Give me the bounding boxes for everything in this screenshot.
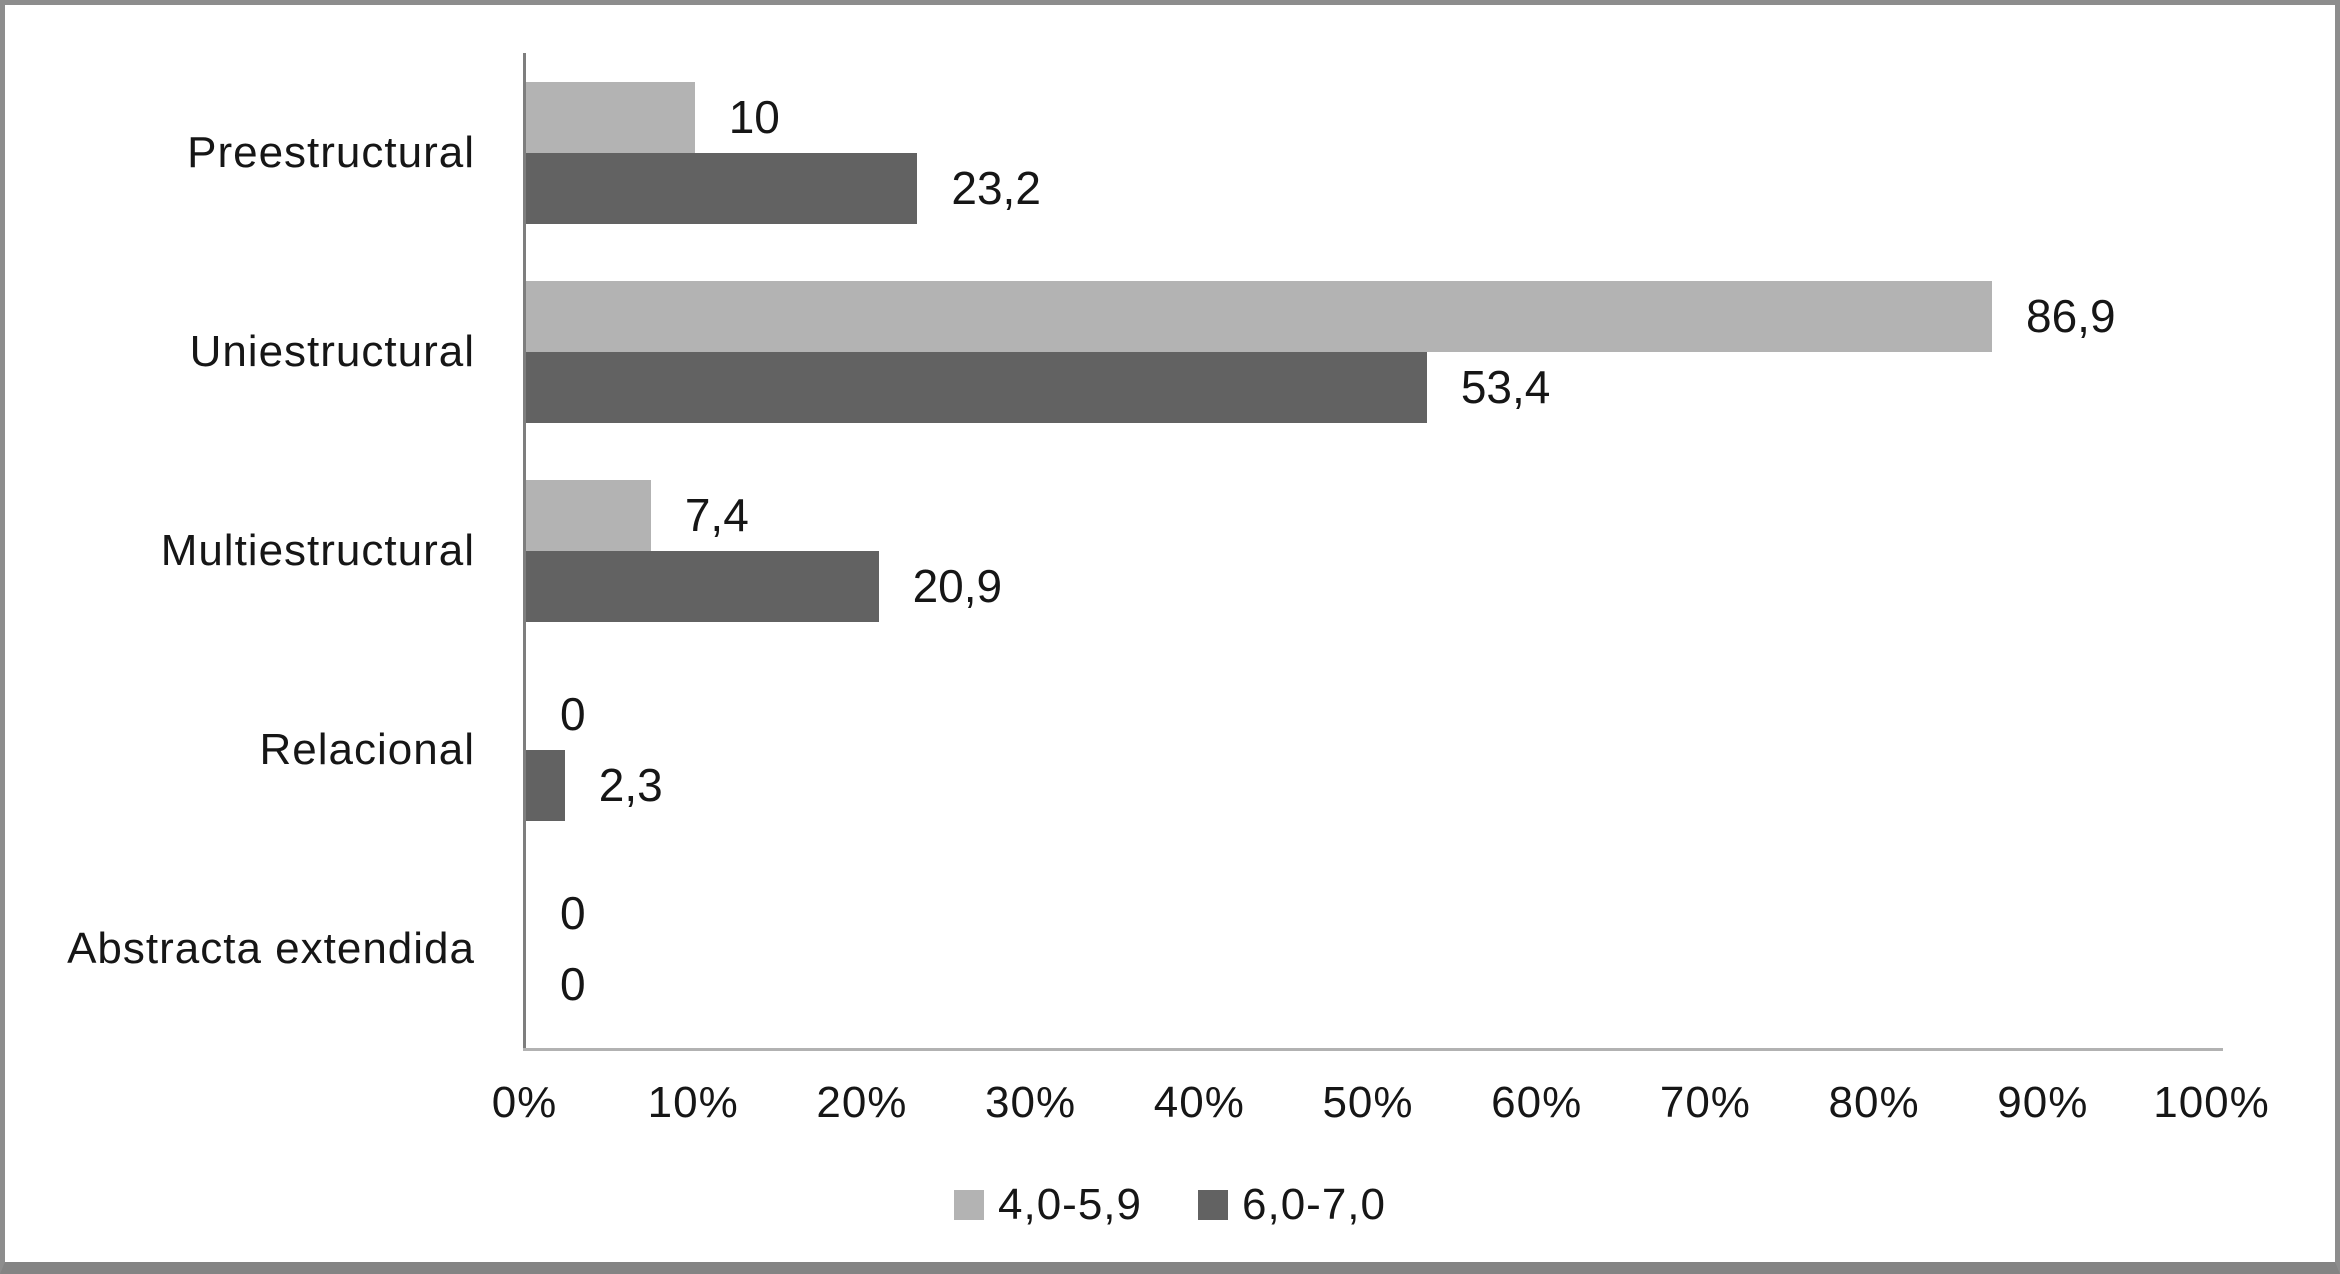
x-tick-label-60: 60% — [1491, 1078, 1583, 1127]
x-tick-label-40: 40% — [1153, 1078, 1245, 1127]
bar-value-label: 7,4 — [684, 489, 749, 541]
legend-label: 6,0-7,0 — [1242, 1180, 1386, 1229]
x-tick-label-80: 80% — [1828, 1078, 1920, 1127]
bar-4-0-5-9 — [526, 81, 695, 153]
x-axis-line — [523, 1048, 2223, 1051]
x-tick-label-20: 20% — [816, 1078, 908, 1127]
category-label-uniestructural: Uniestructural — [189, 326, 475, 376]
legend: 4,0-5,9 6,0-7,0 — [5, 1180, 2335, 1230]
bar-value-label: 53,4 — [1460, 361, 1551, 413]
legend-swatch-4-0-5-9 — [954, 1190, 985, 1220]
x-tick-label-0: 0% — [491, 1078, 558, 1127]
bar-value-label: 23,2 — [951, 162, 1041, 214]
legend-item-6-0-7-0: 6,0-7,0 — [1198, 1180, 1386, 1230]
plot-area: 10 23,2 86,9 53,4 7,4 20,9 0 2,3 0 0 — [526, 53, 2213, 1048]
bar-6-0-7-0 — [526, 152, 918, 224]
bar-6-0-7-0 — [526, 550, 879, 622]
category-label-relacional: Relacional — [259, 724, 475, 774]
bar-4-0-5-9 — [526, 280, 1992, 352]
bar-6-0-7-0 — [526, 351, 1427, 423]
x-tick-label-10: 10% — [647, 1078, 739, 1127]
legend-item-4-0-5-9: 4,0-5,9 — [954, 1180, 1142, 1230]
bar-value-label: 2,3 — [598, 759, 663, 811]
category-label-multiestructural: Multiestructural — [160, 525, 475, 575]
x-tick-label-30: 30% — [985, 1078, 1077, 1127]
bar-value-label: 0 — [560, 887, 586, 939]
bar-value-label: 0 — [560, 958, 586, 1010]
bar-6-0-7-0 — [526, 749, 565, 821]
y-axis-line — [523, 53, 526, 1051]
x-tick-label-70: 70% — [1659, 1078, 1751, 1127]
x-tick-label-90: 90% — [1997, 1078, 2089, 1127]
legend-label: 4,0-5,9 — [998, 1180, 1142, 1229]
bar-4-0-5-9 — [526, 479, 651, 551]
legend-swatch-6-0-7-0 — [1198, 1190, 1228, 1220]
bar-value-label: 86,9 — [2026, 290, 2116, 342]
category-label-abstracta-extendida: Abstracta extendida — [67, 923, 475, 973]
category-label-preestructural: Preestructural — [187, 127, 475, 177]
bar-value-label: 0 — [560, 688, 586, 740]
bar-value-label: 20,9 — [912, 560, 1003, 612]
x-tick-label-100: 100% — [2153, 1078, 2270, 1127]
bar-value-label: 10 — [728, 91, 780, 143]
x-tick-label-50: 50% — [1322, 1078, 1414, 1127]
